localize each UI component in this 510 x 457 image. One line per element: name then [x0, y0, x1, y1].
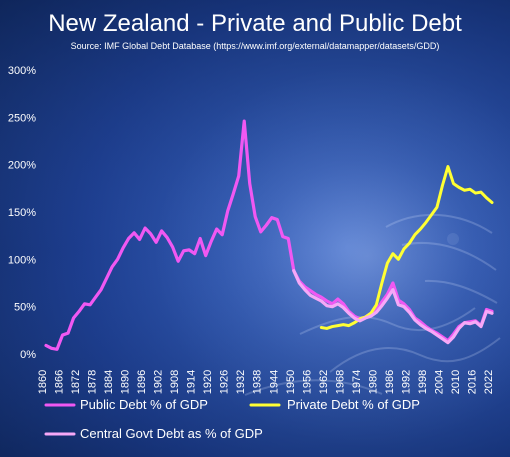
x-tick-label: 1938: [252, 370, 264, 394]
x-tick-label: 1944: [268, 370, 280, 394]
chart-subtitle: Source: IMF Global Debt Database (https:…: [71, 41, 440, 51]
chart-title: New Zealand - Private and Public Debt: [48, 10, 462, 37]
x-tick-label: 1920: [202, 370, 214, 394]
y-tick-label: 50%: [14, 302, 36, 314]
public-debt-line: [44, 119, 494, 351]
y-tick-label: 300%: [8, 65, 36, 77]
series-lines: [44, 119, 494, 351]
legend-private-debt-label: Private Debt % of GDP: [287, 397, 420, 412]
x-tick-label: 1878: [87, 370, 99, 394]
x-tick-label: 1884: [103, 370, 115, 394]
x-tick-label: 1896: [136, 370, 148, 394]
x-tick-label: 1962: [318, 370, 330, 394]
y-tick-label: 0%: [20, 349, 36, 361]
legend-central-govt-debt: Central Govt Debt as % of GDP: [44, 426, 263, 441]
y-tick-label: 250%: [8, 112, 36, 124]
legend-private-debt: Private Debt % of GDP: [249, 397, 420, 412]
x-tick-label: 1956: [301, 370, 313, 394]
x-tick-label: 1974: [351, 370, 363, 394]
x-tick-label: 2010: [450, 370, 462, 394]
central-govt-debt-line: [292, 269, 494, 345]
dragon-background: [244, 213, 501, 396]
x-tick-label: 1980: [367, 370, 379, 394]
x-tick-label: 1914: [186, 370, 198, 394]
x-tick-label: 2004: [433, 370, 445, 394]
x-tick-label: 1902: [153, 370, 165, 394]
legend-public-debt: Public Debt % of GDP: [44, 397, 208, 412]
x-tick-label: 1890: [120, 370, 132, 394]
x-tick-label: 1860: [37, 370, 49, 394]
x-tick-label: 1872: [70, 370, 82, 394]
y-tick-label: 100%: [8, 254, 36, 266]
x-tick-label: 1998: [417, 370, 429, 394]
legend-public-debt-label: Public Debt % of GDP: [80, 397, 208, 412]
x-tick-label: 1986: [384, 370, 396, 394]
legend-central-govt-debt-label: Central Govt Debt as % of GDP: [80, 426, 263, 441]
x-tick-label: 1932: [235, 370, 247, 394]
x-tick-label: 1968: [334, 370, 346, 394]
x-tick-label: 1866: [54, 370, 66, 394]
private-debt-line: [319, 165, 494, 330]
x-tick-label: 2016: [466, 370, 478, 394]
x-tick-label: 1950: [285, 370, 297, 394]
x-tick-label: 1908: [169, 370, 181, 394]
chart-legend: Public Debt % of GDP Private Debt % of GD…: [44, 397, 420, 441]
x-tick-label: 2022: [483, 370, 495, 394]
x-tick-label: 1926: [219, 370, 231, 394]
x-axis: 1860 1866 1872 1878 1884 1890 1896 1902 1908 1914…: [37, 370, 495, 394]
x-tick-label: 1992: [400, 370, 412, 394]
y-tick-label: 200%: [8, 160, 36, 172]
y-tick-label: 150%: [8, 207, 36, 219]
y-axis: 0% 50% 100% 150% 200% 250% 300%: [8, 65, 36, 361]
